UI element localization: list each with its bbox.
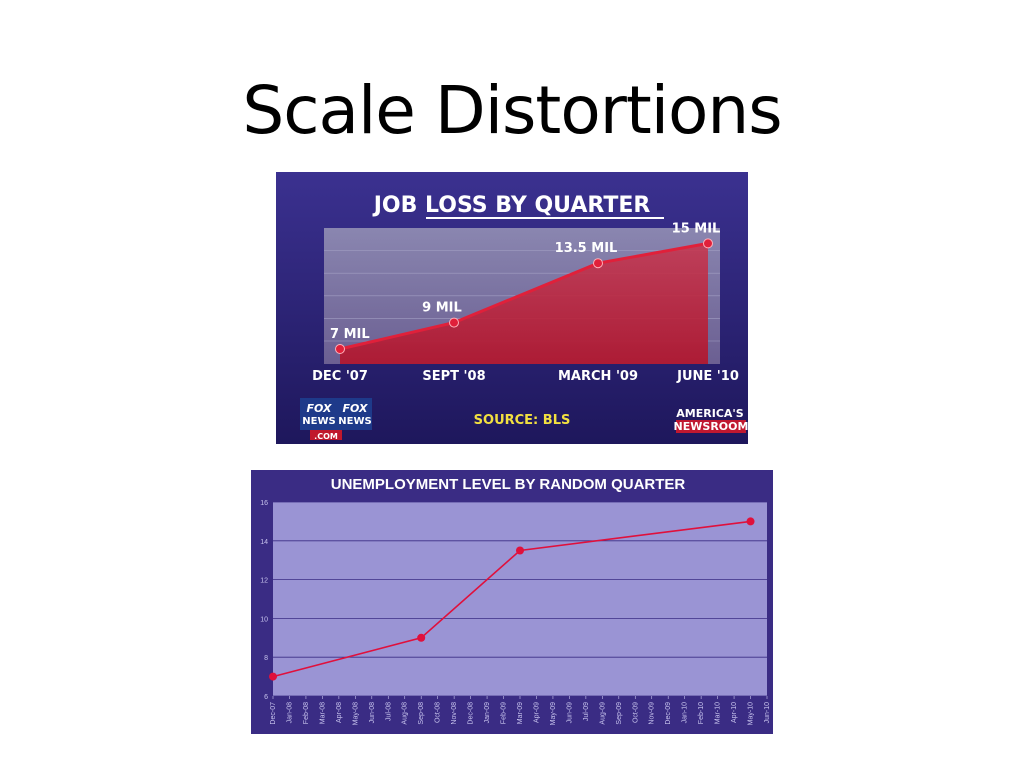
fox-series-line [339,241,709,351]
fox-chart-title: JOB LOSS BY QUARTER [372,193,651,218]
unemp-x-tick-label: Mar-10 [715,702,722,724]
fox-logo-left-1: FOX [307,402,332,415]
unemp-x-tick-label: Mar-09 [517,702,524,724]
unemp-x-tick-label: Aug-09 [599,702,606,725]
brand-line-1: AMERICA'S [676,407,743,420]
unemp-x-tick-label: Feb-09 [501,702,508,724]
unemp-y-tick-label: 10 [260,616,268,623]
fox-news-logo: FOX NEWS FOX NEWS .COM [300,398,372,441]
unemp-data-point [746,517,755,526]
fox-data-point [335,344,345,354]
americas-newsroom-logo: AMERICA'S NEWSROOM [674,407,748,433]
unemp-y-tick-label: 14 [260,539,268,546]
unemp-x-tick-label: Dec-09 [665,702,672,725]
unemp-x-tick-label: Oct-09 [632,702,639,723]
unemp-x-tick-label: Mar-08 [319,702,326,724]
fox-logo-com: .COM [314,432,338,441]
unemp-y-tick-label: 16 [260,500,268,507]
fox-x-tick-label: MARCH '09 [558,369,638,384]
unemp-x-tick-label: Nov-09 [649,702,656,725]
unemp-y-tick-label: 8 [264,655,268,662]
unemp-x-tick-label: Apr-09 [533,702,540,723]
unemployment-chart: UNEMPLOYMENT LEVEL BY RANDOM QUARTER 6 8 1… [251,470,773,734]
unemp-x-tick-label: Aug-08 [402,702,409,725]
unemp-x-tick-label: Feb-10 [698,702,705,724]
unemp-x-tick-label: Sep-09 [616,702,623,725]
unemp-x-tick-label: May-09 [550,702,557,725]
unemp-y-tick-label: 12 [260,578,268,585]
fox-x-tick-label: SEPT '08 [422,369,485,384]
fox-data-point [449,317,459,328]
unemp-x-tick-label: Jun-10 [764,702,771,724]
unemp-x-tick-label: May-10 [748,702,755,725]
unemp-x-tick-label: Jul-09 [583,702,590,721]
brand-line-2: NEWSROOM [674,420,748,433]
fox-logo-right-2: NEWS [338,416,371,427]
unemp-data-point [269,672,277,681]
job-loss-chart: 7 MIL 9 MIL 13.5 MIL 15 MIL JOB LOSS BY QUA… [276,172,748,444]
slide-title: Scale Distortions [242,72,782,149]
unemp-x-tick-label: Nov-08 [451,702,458,725]
unemp-data-point [417,633,426,642]
unemp-series-line [272,520,751,678]
fox-data-label: 13.5 MIL [555,241,618,256]
fox-x-tick-label: DEC '07 [312,369,368,384]
fox-data-label: 15 MIL [672,221,721,236]
unemp-x-tick-label: Jul-08 [385,702,392,721]
fox-logo-left-2: NEWS [302,416,335,427]
unemp-data-point [516,546,524,555]
fox-source-label: SOURCE: BLS [474,413,571,428]
fox-data-point [593,258,603,269]
fox-logo-right-1: FOX [343,402,368,415]
unemp-x-tick-label: Apr-08 [336,702,343,723]
fox-data-point [703,238,713,249]
fox-data-label: 9 MIL [422,301,462,316]
unemp-x-tick-label: Jun-08 [369,702,376,724]
unemp-x-tick-label: Jan-08 [286,702,293,724]
unemp-x-tick-label: May-08 [352,702,359,725]
fox-x-tick-label: JUNE '10 [676,369,739,384]
unemp-x-tick-label: Apr-10 [731,702,738,723]
unemp-x-tick-label: Jan-10 [682,702,689,724]
unemp-y-tick-label: 6 [264,694,268,701]
fox-area-fill [340,243,708,364]
unemp-chart-title: UNEMPLOYMENT LEVEL BY RANDOM QUARTER [331,476,686,493]
unemp-x-tick-label: Feb-08 [303,702,310,724]
unemp-x-tick-label: Jan-09 [484,702,491,724]
unemp-plot-area [273,502,767,696]
unemp-x-tick-label: Sep-08 [418,702,425,725]
unemp-x-tick-label: Jun-09 [566,702,573,724]
fox-data-label: 7 MIL [330,327,370,342]
unemp-x-tick-label: Dec-07 [270,702,277,725]
unemp-x-tick-label: Dec-08 [468,702,475,725]
unemp-x-tick-label: Oct-08 [435,702,442,723]
